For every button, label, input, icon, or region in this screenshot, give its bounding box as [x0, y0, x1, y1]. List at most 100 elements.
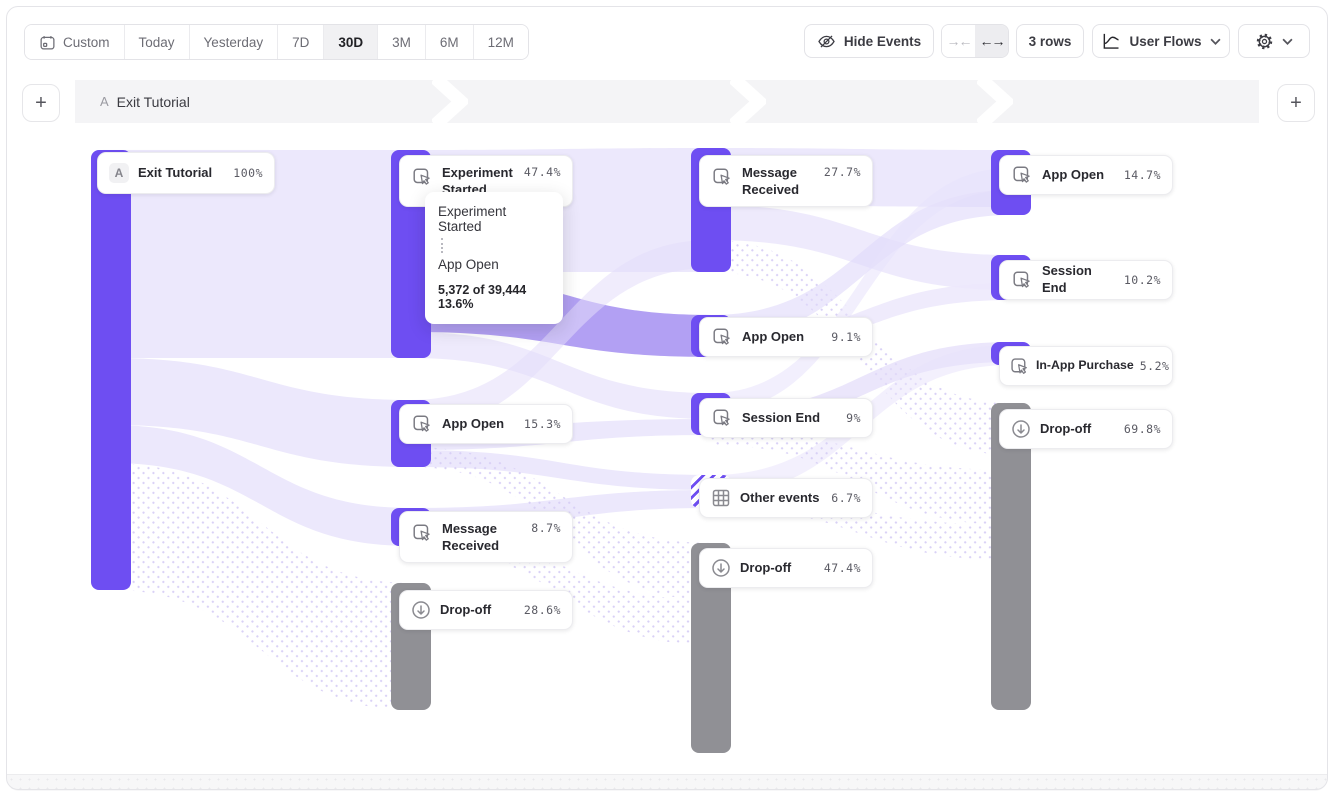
event-click-icon — [1011, 164, 1033, 186]
node-value: 69.8% — [1123, 422, 1161, 436]
date-range-today[interactable]: Today — [124, 25, 190, 59]
eye-off-icon — [818, 35, 835, 47]
date-range-7d[interactable]: 7D — [278, 25, 325, 59]
hide-events-button[interactable]: Hide Events — [804, 24, 934, 58]
plus-icon: + — [35, 91, 47, 114]
event-click-icon — [711, 407, 733, 429]
flow-ribbon[interactable] — [411, 240, 711, 428]
step-chevron-icon — [730, 80, 766, 123]
node-card-dropoff[interactable]: Drop-off 28.6% — [399, 590, 573, 630]
step-a-letter: A — [100, 94, 109, 109]
step-a-title: Exit Tutorial — [116, 93, 190, 110]
node-label: App Open — [742, 328, 805, 344]
node-card-message-received[interactable]: Message Received 27.7% — [699, 155, 873, 207]
plus-icon: + — [1290, 91, 1302, 114]
add-step-right-button[interactable]: + — [1277, 84, 1315, 122]
node-card-message-received[interactable]: Message Received 8.7% — [399, 511, 573, 563]
step-a-header[interactable]: A Exit Tutorial — [100, 80, 190, 123]
user-flows-chart-icon — [1104, 33, 1120, 49]
settings-dropdown[interactable] — [1238, 24, 1310, 58]
node-label: App Open — [1042, 166, 1105, 182]
event-click-icon — [1011, 269, 1033, 291]
date-range-30d[interactable]: 30D — [324, 25, 379, 59]
event-click-icon — [711, 166, 733, 188]
steps-band: A Exit Tutorial — [75, 80, 1259, 123]
node-label: App Open — [442, 415, 505, 431]
flow-ribbon-dropoff[interactable] — [411, 530, 711, 645]
flow-ribbon[interactable] — [411, 332, 711, 419]
flow-ribbon-dropoff[interactable] — [111, 463, 411, 710]
node-value: 28.6% — [523, 603, 561, 617]
date-range-selector: Custom Today Yesterday 7D 30D 3M 6M 12M — [24, 24, 529, 60]
chevron-down-icon — [1209, 38, 1221, 45]
collapse-columns-button[interactable]: →← — [942, 25, 975, 57]
node-label: Message Received — [442, 521, 500, 553]
node-value: 6.7% — [831, 491, 861, 505]
node-value: 15.3% — [523, 417, 561, 431]
node-bar-dropoff-4[interactable] — [991, 403, 1031, 710]
node-card-other-events[interactable]: Other events 6.7% — [699, 478, 873, 518]
bottom-strip — [7, 774, 1327, 791]
node-card-session-end[interactable]: Session End 10.2% — [999, 260, 1173, 300]
chart-type-dropdown[interactable]: User Flows — [1092, 24, 1230, 58]
step-chevron-icon — [977, 80, 1013, 123]
flow-ribbon[interactable] — [711, 168, 1011, 412]
flow-ribbon-dropoff[interactable] — [711, 430, 1011, 525]
node-label: Exit Tutorial — [138, 164, 213, 180]
chevron-down-icon — [1282, 38, 1293, 45]
date-range-yesterday[interactable]: Yesterday — [189, 25, 279, 59]
flow-ribbon[interactable] — [111, 150, 411, 358]
node-card-exit-tutorial[interactable]: A Exit Tutorial 100% — [97, 152, 275, 194]
node-card-app-open[interactable]: App Open 9.1% — [699, 317, 873, 357]
date-range-6m[interactable]: 6M — [425, 25, 474, 59]
drop-off-icon — [711, 558, 731, 578]
rows-count-button[interactable]: 3 rows — [1016, 24, 1084, 58]
tooltip-connector — [441, 238, 550, 253]
node-card-dropoff[interactable]: Drop-off 47.4% — [699, 548, 873, 588]
gear-icon — [1256, 33, 1273, 49]
node-value: 47.4% — [823, 561, 861, 575]
collapse-expand-toggle: →← ←→ — [941, 24, 1009, 58]
node-bar-exit-tutorial[interactable] — [91, 150, 131, 590]
node-label: Drop-off — [740, 559, 792, 575]
node-card-in-app-purchase[interactable]: In-App Purchase 5.2% — [999, 346, 1173, 386]
node-value: 10.2% — [1123, 273, 1161, 287]
flow-ribbon[interactable] — [711, 190, 1011, 340]
event-click-icon — [411, 166, 433, 188]
node-card-app-open[interactable]: App Open 15.3% — [399, 404, 573, 444]
date-range-custom[interactable]: Custom — [25, 25, 125, 59]
tooltip-stat: 5,372 of 39,444 13.6% — [438, 283, 527, 311]
event-click-icon — [711, 326, 733, 348]
drop-off-icon — [1011, 419, 1031, 439]
add-step-left-button[interactable]: + — [22, 84, 60, 122]
node-label: Message Received — [742, 165, 800, 197]
node-label: Drop-off — [1040, 420, 1092, 436]
step-chevron-icon — [432, 80, 468, 123]
node-card-session-end[interactable]: Session End 9% — [699, 398, 873, 438]
flow-ribbon[interactable] — [111, 358, 411, 467]
node-value: 9% — [846, 411, 861, 425]
expand-columns-button[interactable]: ←→ — [975, 25, 1008, 57]
node-value: 14.7% — [1123, 168, 1161, 182]
date-range-3m[interactable]: 3M — [378, 25, 426, 59]
node-value: 9.1% — [831, 330, 861, 344]
node-label: Drop-off — [440, 601, 492, 617]
step-a-badge: A — [109, 163, 129, 183]
flow-ribbon[interactable] — [111, 425, 411, 546]
tooltip-target-event: App Open — [438, 257, 499, 272]
flow-ribbon[interactable] — [711, 205, 1011, 290]
node-card-dropoff[interactable]: Drop-off 69.8% — [999, 409, 1173, 449]
node-label: Other events — [740, 489, 820, 505]
node-value: 27.7% — [823, 165, 861, 179]
arrows-inward-icon: →← — [946, 33, 973, 49]
other-events-grid-icon — [711, 488, 731, 508]
node-card-app-open[interactable]: App Open 14.7% — [999, 155, 1173, 195]
arrows-outward-icon: ←→ — [979, 33, 1006, 49]
node-value: 5.2% — [1139, 359, 1170, 373]
drop-off-icon — [411, 600, 431, 620]
tooltip-source-event: Experiment Started — [438, 204, 507, 234]
date-range-12m[interactable]: 12M — [473, 25, 528, 59]
node-value: 100% — [233, 166, 263, 180]
node-label: Session End — [742, 409, 821, 425]
flow-tooltip: Experiment Started App Open 5,372 of 39,… — [425, 192, 563, 324]
